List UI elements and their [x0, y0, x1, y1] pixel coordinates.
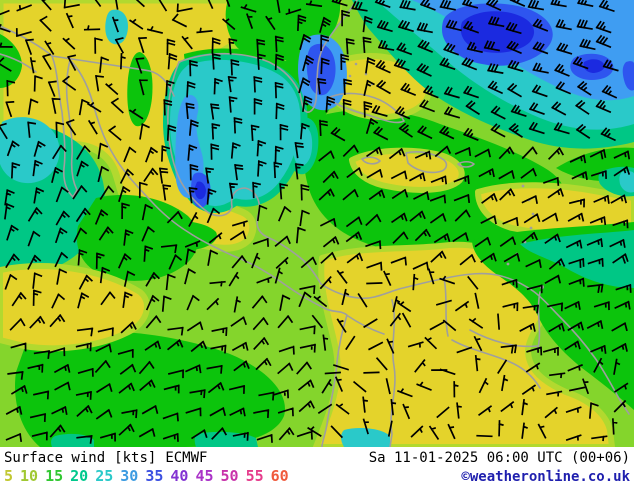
- map-title-field: Surface wind: [4, 450, 106, 466]
- river-amazon-1: [469, 329, 539, 348]
- coast-gulf-west-yucatan: [167, 61, 322, 285]
- border-sa-venezuela: [443, 277, 449, 337]
- coast-cuba: [329, 92, 405, 124]
- region-yellow-pacific-patch: [0, 263, 150, 352]
- region-teal-ne-sa-coast: [520, 230, 634, 288]
- region-darkblue-atlantic-core: [460, 11, 535, 53]
- footer-row-1: Surface wind [kts] ECMWF Sa 11-01-2025 0…: [4, 449, 630, 467]
- timestamp: Sa 11-01-2025 06:00 UTC (00+06): [368, 450, 630, 466]
- region-green-pacific-south: [15, 331, 285, 447]
- copyright: ©weatheronline.co.uk: [461, 469, 630, 485]
- legend-value-55: 55: [245, 467, 264, 485]
- wind-map: [0, 0, 634, 447]
- legend-value-5: 5: [4, 467, 14, 485]
- wind-map-svg: [0, 0, 634, 447]
- footer-row-2: 5 10 15 20 25 30 35 40 45 50 55 60 ©weatheronline.c…: [4, 467, 630, 486]
- coast-jamaica: [361, 156, 381, 165]
- river-amazon-2: [451, 339, 541, 389]
- region-green-oaxaca: [153, 221, 217, 251]
- region-darkblue-gulf-dot: [194, 181, 206, 200]
- wind-speed-legend: 5 10 15 20 25 30 35 40 45 50 55 60: [4, 467, 289, 485]
- region-cyan-right-edge: [619, 171, 634, 193]
- legend-value-20: 20: [70, 467, 89, 485]
- legend-value-60: 60: [270, 467, 289, 485]
- legend-value-10: 10: [20, 467, 39, 485]
- map-title-model: ECMWF: [165, 450, 208, 466]
- coast-pacific-california-baja-centam: [0, 25, 348, 447]
- border-sa-guyana: [537, 291, 541, 349]
- regions-dark-blue: [194, 11, 605, 200]
- coast-us-gulf-florida: [178, 0, 358, 113]
- wind-barbs: [0, 0, 632, 444]
- coast-puerto-rico: [457, 160, 475, 168]
- map-title-units: [kts]: [114, 450, 157, 466]
- legend-value-40: 40: [170, 467, 189, 485]
- legend-value-30: 30: [120, 467, 139, 485]
- map-title: Surface wind [kts] ECMWF: [4, 449, 207, 467]
- legend-value-35: 35: [145, 467, 164, 485]
- region-blue-right-edge: [622, 61, 634, 91]
- region-cyan-bottom-spot: [341, 428, 390, 447]
- legend-value-45: 45: [195, 467, 214, 485]
- footer: Surface wind [kts] ECMWF Sa 11-01-2025 0…: [0, 447, 634, 490]
- coast-south-america-north: [320, 272, 630, 415]
- region-darkblue-small-core: [583, 59, 605, 73]
- legend-value-15: 15: [45, 467, 64, 485]
- legend-value-25: 25: [95, 467, 114, 485]
- region-teal-bottom-spot-2: [194, 431, 258, 447]
- legend-value-50: 50: [220, 467, 239, 485]
- coastlines: [0, 0, 630, 447]
